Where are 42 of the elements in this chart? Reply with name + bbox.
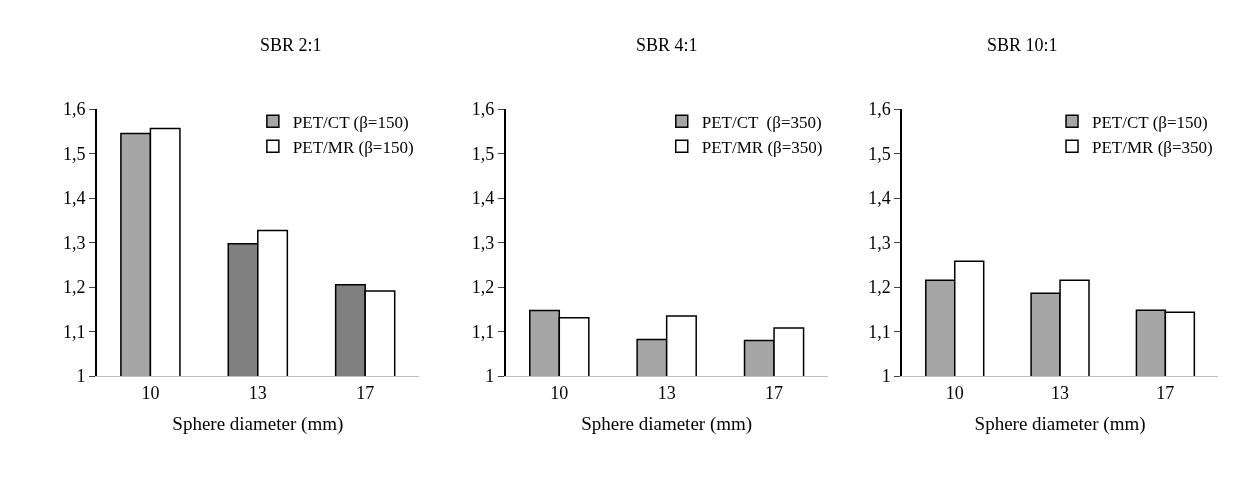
chart-title: SBR 2:1 [260, 35, 322, 55]
y-tick-label: 1,6 [868, 99, 891, 120]
y-tick-label: 1,5 [471, 143, 495, 164]
y-tick-label: 1,2 [471, 277, 495, 298]
y-tick-label: 1,1 [62, 321, 86, 342]
x-tick-label: 17 [765, 382, 784, 403]
legend-label: PET/CT (β=150) [292, 112, 409, 132]
y-tick-label: 1,4 [471, 188, 495, 209]
y-tick-label: 1,6 [471, 99, 495, 120]
y-tick-label: 1,4 [62, 188, 86, 209]
y-tick-label: 1,3 [868, 232, 891, 253]
x-axis-title: Sphere diameter (mm) [581, 413, 753, 436]
x-tick-label: 10 [550, 382, 569, 403]
legend-label: PET/MR (β=150) [292, 137, 414, 157]
y-tick-label: 1,4 [868, 188, 891, 209]
legend-label: PET/MR (β=350) [1092, 137, 1213, 157]
y-tick-label: 1,3 [62, 232, 86, 253]
y-tick-label: 1,1 [471, 321, 495, 342]
x-tick-label: 10 [141, 382, 160, 403]
x-tick-label: 13 [1051, 382, 1070, 403]
y-tick-label: 1 [76, 366, 86, 387]
legend-label: PET/CT (β=350) [701, 112, 822, 132]
y-tick-label: 1,5 [868, 143, 891, 164]
x-tick-label: 13 [657, 382, 676, 403]
y-tick-label: 1,3 [471, 232, 495, 253]
y-tick-label: 1 [881, 366, 891, 387]
y-tick-label: 1,6 [62, 99, 86, 120]
y-tick-label: 1,1 [868, 321, 891, 342]
x-tick-label: 13 [248, 382, 267, 403]
x-tick-label: 17 [356, 382, 375, 403]
y-tick-label: 1 [485, 366, 495, 387]
chart-title: SBR 4:1 [636, 35, 698, 55]
x-axis-title: Sphere diameter (mm) [172, 413, 344, 436]
legend-label: PET/CT (β=150) [1092, 112, 1208, 132]
x-axis-title: Sphere diameter (mm) [974, 413, 1146, 436]
y-tick-label: 1,5 [62, 143, 86, 164]
y-tick-label: 1,2 [62, 277, 86, 298]
chart-title: SBR 10:1 [987, 35, 1058, 55]
x-tick-label: 17 [1156, 382, 1175, 403]
legend-label: PET/MR (β=350) [701, 137, 823, 157]
y-tick-label: 1,2 [868, 277, 891, 298]
x-tick-label: 10 [945, 382, 964, 403]
